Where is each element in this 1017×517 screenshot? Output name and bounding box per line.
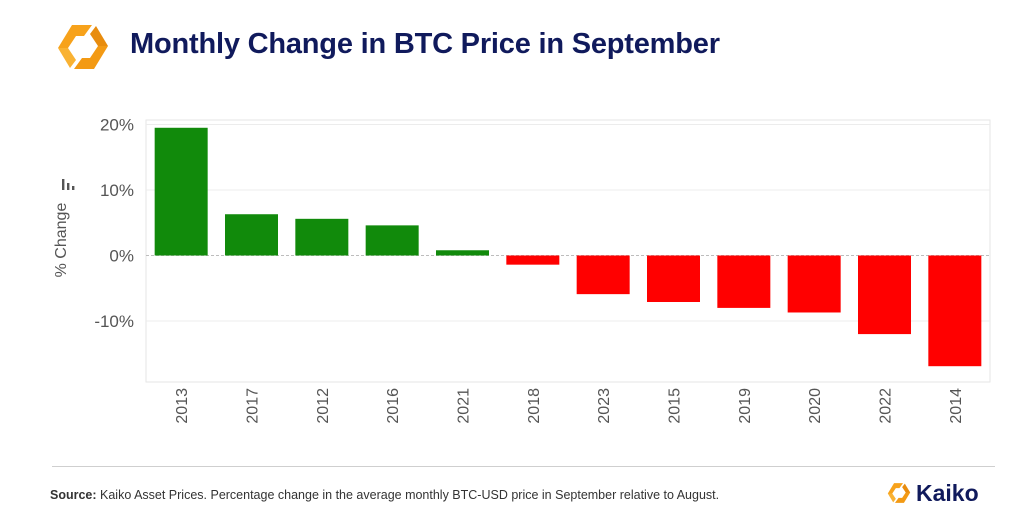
y-tick-label: -10% xyxy=(94,312,134,331)
x-tick-label: 2020 xyxy=(807,388,824,424)
x-tick-label: 2018 xyxy=(526,388,543,424)
x-tick-label: 2023 xyxy=(596,388,613,424)
source-text: Kaiko Asset Prices. Percentage change in… xyxy=(96,488,720,502)
bar xyxy=(436,250,489,256)
x-tick-label: 2014 xyxy=(948,388,965,424)
bar xyxy=(295,218,349,256)
bar xyxy=(858,255,911,335)
source-note: Source: Kaiko Asset Prices. Percentage c… xyxy=(50,488,719,502)
x-tick-label: 2016 xyxy=(385,388,402,424)
bar xyxy=(647,255,700,303)
bar xyxy=(717,255,771,308)
bar xyxy=(928,255,982,367)
footer-divider xyxy=(52,466,995,467)
source-label: Source: xyxy=(50,488,97,502)
bar-chart: 20% 10% 0% -10% 2013 2017 2012 2016 2021 2018 2023… xyxy=(94,116,991,424)
x-tick-label: 2022 xyxy=(878,388,895,424)
y-tick-label: 20% xyxy=(100,116,134,135)
y-axis-label: % Change xyxy=(53,202,70,278)
brand-name: Kaiko xyxy=(916,480,979,506)
bar xyxy=(154,127,208,256)
x-tick-label: 2015 xyxy=(667,388,684,424)
bar xyxy=(576,255,630,295)
x-tick-label: 2013 xyxy=(174,388,191,424)
plot-frame xyxy=(145,119,991,383)
kaiko-logo-icon xyxy=(887,483,911,503)
y-tick-label: 10% xyxy=(100,181,134,200)
bar xyxy=(225,214,278,256)
x-tick-label: 2012 xyxy=(315,388,332,424)
bar xyxy=(506,255,560,265)
x-tick-label: 2021 xyxy=(456,388,473,424)
bar xyxy=(365,225,419,256)
chart-title: Monthly Change in BTC Price in September xyxy=(130,28,720,60)
y-tick-label: 0% xyxy=(109,247,134,266)
x-tick-label: 2017 xyxy=(245,388,262,424)
kaiko-logo-icon xyxy=(58,25,108,69)
bar-chart-icon xyxy=(62,179,75,190)
bar xyxy=(787,255,841,313)
brand-logo: Kaiko xyxy=(886,479,1006,507)
x-tick-label: 2019 xyxy=(737,388,754,424)
